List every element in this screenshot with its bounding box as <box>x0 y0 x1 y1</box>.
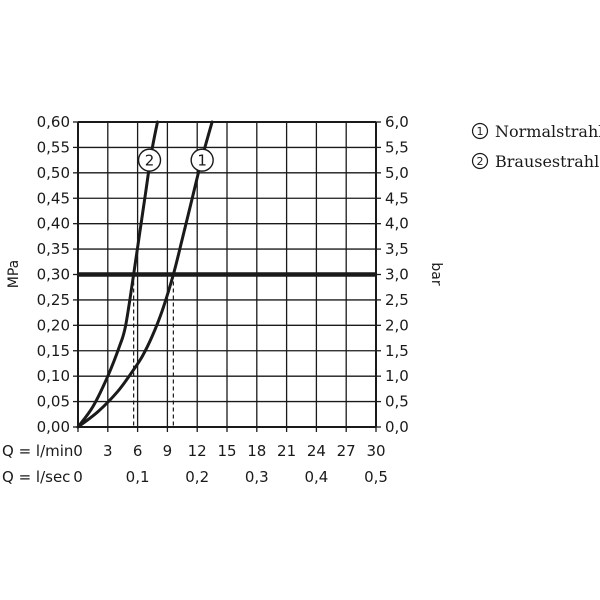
x-tick-label-lsec: 0,5 <box>364 468 388 486</box>
x-tick-label-lsec: 0,1 <box>126 468 150 486</box>
right-tick-label: 0,0 <box>385 418 409 436</box>
x-tick-label-lmin: 3 <box>103 442 113 460</box>
left-tick-label: 0,45 <box>37 189 70 207</box>
left-axis-title: MPa <box>6 260 22 288</box>
left-tick-label: 0,30 <box>37 266 70 284</box>
legend-number: 2 <box>477 155 484 168</box>
curve-marker-label-2: 2 <box>145 152 155 170</box>
curve-marker-circle-1 <box>190 148 214 172</box>
x-tick-label-lsec: 0,3 <box>245 468 269 486</box>
legend: 1 Normalstrahl 2 Brausestrahl <box>471 122 600 171</box>
reference-layer <box>78 272 376 427</box>
x-tick-label-lsec: 0,2 <box>185 468 209 486</box>
legend-number-circle <box>471 122 489 140</box>
right-axis-title: bar <box>428 262 444 285</box>
left-tick-label: 0,55 <box>37 138 70 156</box>
left-tick-label: 0,35 <box>37 240 70 258</box>
left-tick-label: 0,00 <box>37 418 70 436</box>
right-tick-label: 1,0 <box>385 367 409 385</box>
right-tick-label: 3,0 <box>385 266 409 284</box>
right-tick-label: 5,0 <box>385 164 409 182</box>
grid <box>73 121 381 432</box>
curve-marker-circle-2 <box>137 148 162 172</box>
x-axis-title-lsec: Q = l/sec <box>2 468 70 486</box>
left-tick-label: 0,60 <box>37 113 70 131</box>
x-tick-label-lsec: 0,4 <box>304 468 328 486</box>
right-tick-label: 4,0 <box>385 215 409 233</box>
left-tick-label: 0,10 <box>37 367 70 385</box>
legend-number: 1 <box>477 125 484 138</box>
left-tick-label: 0,40 <box>37 215 70 233</box>
right-tick-label: 3,5 <box>385 240 409 258</box>
x-tick-label-lmin: 24 <box>307 442 326 460</box>
right-tick-label: 2,5 <box>385 291 409 309</box>
left-tick-label: 0,05 <box>37 393 70 411</box>
left-tick-label: 0,15 <box>37 342 70 360</box>
series-layer <box>76 120 214 429</box>
series-line-2 <box>76 120 159 429</box>
x-tick-label-lmin: 21 <box>277 442 296 460</box>
left-tick-label: 0,20 <box>37 316 70 334</box>
x-tick-label-lmin: 12 <box>188 442 207 460</box>
right-tick-label: 2,0 <box>385 316 409 334</box>
legend-item-label: Brausestrahl <box>495 152 599 171</box>
legend-number-circle <box>471 152 489 170</box>
left-tick-label: 0,50 <box>37 164 70 182</box>
x-tick-label-lmin: 9 <box>163 442 173 460</box>
tick-labels: 0,000,050,100,150,200,250,300,350,400,45… <box>37 113 409 486</box>
x-axis-title-lmin: Q = l/min <box>2 442 73 460</box>
x-tick-label-lmin: 27 <box>337 442 356 460</box>
x-tick-label-lsec: 0 <box>73 468 83 486</box>
legend-item-label: Normalstrahl <box>495 122 600 141</box>
x-tick-label-lmin: 6 <box>133 442 143 460</box>
x-tick-label-lmin: 18 <box>247 442 266 460</box>
right-tick-label: 1,5 <box>385 342 409 360</box>
x-tick-label-lmin: 0 <box>73 442 83 460</box>
x-tick-label-lmin: 30 <box>366 442 385 460</box>
right-tick-label: 6,0 <box>385 113 409 131</box>
left-tick-label: 0,25 <box>37 291 70 309</box>
series-line-1 <box>76 120 214 429</box>
x-tick-label-lmin: 15 <box>217 442 236 460</box>
right-tick-label: 5,5 <box>385 138 409 156</box>
right-tick-label: 4,5 <box>385 189 409 207</box>
right-tick-label: 0,5 <box>385 393 409 411</box>
curve-marker-label-1: 1 <box>197 152 207 170</box>
